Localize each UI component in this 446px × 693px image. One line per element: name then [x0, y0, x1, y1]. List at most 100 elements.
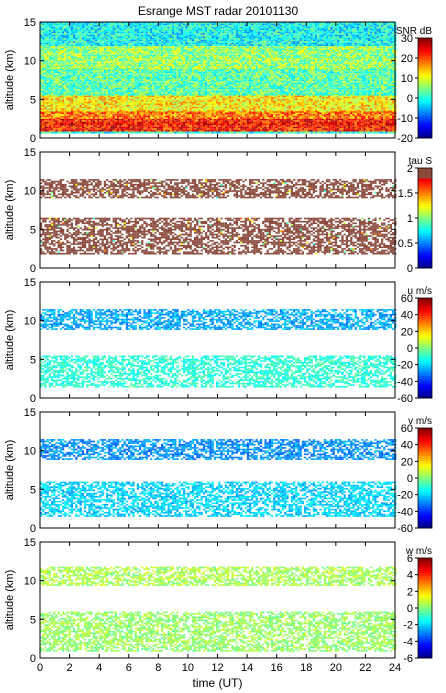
- data-cell: [139, 82, 142, 85]
- data-cell: [227, 123, 230, 126]
- data-cell: [345, 131, 348, 134]
- data-cell: [229, 121, 232, 124]
- data-cell: [143, 108, 146, 110]
- data-cell: [125, 115, 128, 118]
- data-cell: [101, 114, 104, 116]
- data-cell: [75, 92, 78, 94]
- data-cell: [84, 89, 87, 91]
- data-cell: [40, 87, 43, 90]
- data-cell: [174, 131, 177, 134]
- data-cell: [97, 94, 100, 96]
- data-cell: [64, 70, 67, 72]
- data-cell: [156, 105, 159, 107]
- data-cell: [68, 95, 71, 98]
- data-cell: [121, 95, 124, 98]
- data-cell: [62, 129, 65, 132]
- data-cell: [330, 101, 333, 104]
- data-cell: [240, 97, 243, 99]
- data-cell: [95, 95, 98, 98]
- data-cell: [125, 128, 128, 130]
- data-cell: [156, 110, 159, 113]
- data-cell: [106, 82, 109, 85]
- data-cell: [187, 105, 190, 107]
- data-cell: [167, 109, 170, 112]
- data-cell: [70, 106, 73, 109]
- data-cell: [312, 106, 315, 109]
- data-cell: [378, 128, 381, 130]
- data-cell: [361, 97, 364, 99]
- data-cell: [277, 95, 280, 98]
- data-cell: [128, 123, 131, 126]
- data-cell: [128, 95, 131, 98]
- data-cell: [64, 92, 67, 94]
- data-cell: [128, 108, 131, 110]
- data-cell: [273, 112, 276, 115]
- data-cell: [246, 114, 249, 116]
- data-cell: [227, 126, 230, 129]
- data-cell: [101, 92, 104, 94]
- data-cell: [90, 117, 93, 119]
- data-cell: [370, 121, 373, 124]
- data-cell: [262, 128, 265, 130]
- data-cell: [42, 100, 45, 102]
- data-cell: [343, 97, 346, 99]
- data-cell: [145, 74, 148, 77]
- data-cell: [125, 106, 128, 109]
- data-cell: [132, 125, 135, 127]
- data-cell: [139, 125, 142, 127]
- data-cell: [198, 129, 201, 132]
- data-cell: [200, 109, 203, 112]
- data-cell: [205, 131, 208, 134]
- data-cell: [147, 87, 150, 90]
- data-cell: [352, 103, 355, 106]
- data-cell: [209, 120, 212, 122]
- data-cell: [136, 112, 139, 115]
- data-cell: [301, 100, 304, 102]
- data-cell: [383, 108, 386, 110]
- data-cell: [62, 89, 65, 91]
- data-cell: [158, 78, 161, 80]
- data-cell: [372, 109, 375, 112]
- data-cell: [136, 120, 139, 122]
- data-cell: [273, 109, 276, 112]
- data-cell: [282, 121, 285, 124]
- data-cell: [218, 123, 221, 126]
- data-cell: [99, 100, 102, 102]
- data-cell: [297, 129, 300, 132]
- data-cell: [363, 109, 366, 112]
- data-cell: [110, 98, 113, 101]
- data-cell: [392, 112, 395, 115]
- data-cell: [271, 108, 274, 110]
- data-cell: [257, 106, 260, 109]
- data-cell: [361, 121, 364, 124]
- data-cell: [224, 100, 227, 102]
- data-cell: [332, 123, 335, 126]
- data-cell: [262, 126, 265, 129]
- data-cell: [213, 115, 216, 118]
- data-cell: [53, 73, 56, 75]
- data-cell: [367, 103, 370, 106]
- data-cell: [220, 131, 223, 134]
- data-cell: [387, 97, 390, 99]
- data-cell: [359, 100, 362, 102]
- data-cell: [317, 97, 320, 99]
- data-cell: [343, 120, 346, 122]
- data-cell: [374, 101, 377, 104]
- data-cell: [123, 74, 126, 77]
- data-cell: [279, 123, 282, 126]
- data-cell: [51, 125, 54, 127]
- data-cell: [218, 117, 221, 119]
- data-cell: [66, 86, 69, 88]
- data-cell: [141, 76, 144, 78]
- data-cell: [84, 86, 87, 88]
- data-cell: [132, 117, 135, 119]
- data-cell: [57, 117, 60, 119]
- data-cell: [152, 84, 155, 86]
- data-cell: [103, 105, 106, 107]
- data-cell: [136, 114, 139, 116]
- data-cell: [202, 118, 205, 121]
- data-cell: [165, 95, 168, 98]
- data-cell: [200, 115, 203, 118]
- data-cell: [218, 103, 221, 106]
- data-cell: [57, 94, 60, 96]
